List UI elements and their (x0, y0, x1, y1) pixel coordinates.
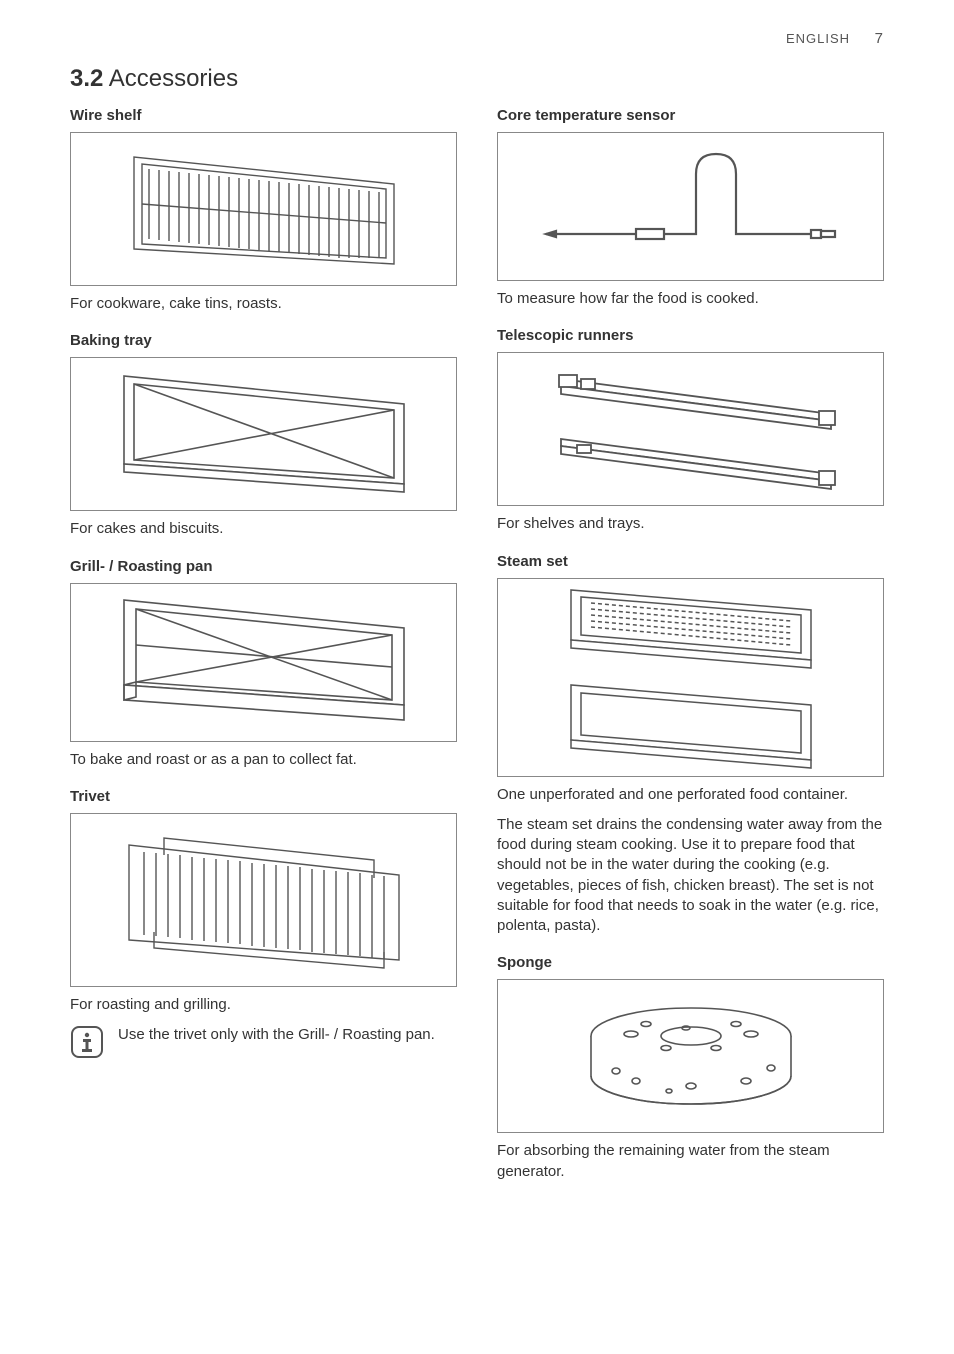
note-text: Use the trivet only with the Grill- / Ro… (118, 1025, 435, 1045)
item-roasting-pan: Grill- / Roasting pan (70, 558, 457, 770)
header-page-number: 7 (875, 30, 884, 47)
right-column: Core temperature sensor To measure h (497, 107, 884, 1200)
runners-icon (521, 359, 861, 499)
item-steam-set: Steam set (497, 553, 884, 937)
sponge-icon (521, 986, 861, 1126)
figure-runners (497, 352, 884, 506)
item-wire-shelf: Wire shelf (70, 107, 457, 314)
left-column: Wire shelf (70, 107, 457, 1200)
figure-temp-sensor (497, 132, 884, 281)
item-title: Baking tray (70, 332, 457, 349)
item-caption: For roasting and grilling. (70, 995, 457, 1015)
item-trivet: Trivet (70, 788, 457, 1064)
item-caption: For cakes and biscuits. (70, 519, 457, 539)
section-name: Accessories (109, 65, 238, 92)
section-number: 3.2 (70, 65, 103, 92)
roasting-pan-icon (94, 590, 434, 735)
item-caption: For shelves and trays. (497, 514, 884, 534)
figure-steam-set (497, 578, 884, 777)
item-paragraph: The steam set drains the condensing wate… (497, 815, 884, 937)
item-caption: For cookware, cake tins, roasts. (70, 294, 457, 314)
item-caption: To measure how far the food is cooked. (497, 289, 884, 309)
page-content: ENGLISH 7 3.2 Accessories Wire shelf (0, 0, 954, 1240)
section-title: 3.2 Accessories (70, 65, 884, 93)
page-header: ENGLISH 7 (70, 30, 884, 47)
item-title: Core temperature sensor (497, 107, 884, 124)
item-caption: One unperforated and one perforated food… (497, 785, 884, 805)
item-title: Trivet (70, 788, 457, 805)
figure-roasting-pan (70, 583, 457, 742)
trivet-icon (94, 820, 434, 980)
wire-shelf-icon (94, 139, 434, 279)
info-note: Use the trivet only with the Grill- / Ro… (70, 1025, 457, 1064)
two-column-layout: Wire shelf (70, 107, 884, 1200)
item-baking-tray: Baking tray For cakes and biscuits. (70, 332, 457, 539)
baking-tray-icon (94, 364, 434, 504)
item-caption: For absorbing the remaining water from t… (497, 1141, 884, 1182)
item-title: Wire shelf (70, 107, 457, 124)
figure-trivet (70, 813, 457, 987)
item-title: Telescopic runners (497, 327, 884, 344)
header-language: ENGLISH (786, 31, 850, 46)
figure-sponge (497, 979, 884, 1133)
steam-set-icon (521, 585, 861, 770)
item-temp-sensor: Core temperature sensor To measure h (497, 107, 884, 309)
figure-baking-tray (70, 357, 457, 511)
item-caption: To bake and roast or as a pan to collect… (70, 750, 457, 770)
info-icon (70, 1025, 104, 1064)
item-title: Steam set (497, 553, 884, 570)
item-runners: Telescopic runners (497, 327, 884, 534)
figure-wire-shelf (70, 132, 457, 286)
item-title: Sponge (497, 954, 884, 971)
item-title: Grill- / Roasting pan (70, 558, 457, 575)
item-sponge: Sponge (497, 954, 884, 1182)
temp-sensor-icon (521, 139, 861, 274)
